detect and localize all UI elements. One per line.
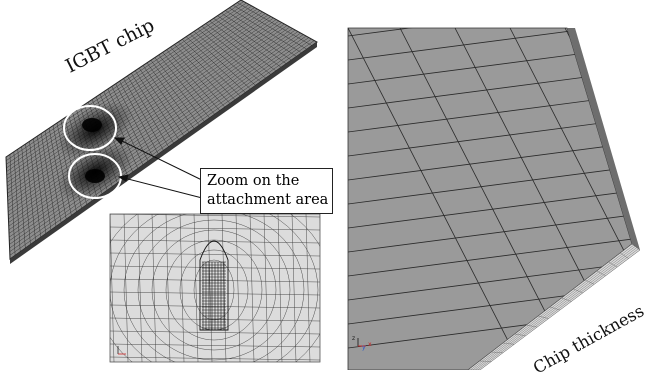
zoom-callout-box: Zoom on the attachment area [200, 168, 333, 214]
zoom-inset [96, 190, 332, 370]
triad-z-label: z [352, 335, 355, 342]
zoom-callout-line1: Zoom on the [207, 172, 326, 191]
chip-corner-zoom: z y x [348, 0, 646, 370]
attachment-area-lower-core [85, 169, 105, 183]
zoom-callout-line2: attachment area [207, 191, 326, 210]
zoom-mesh-line [320, 214, 324, 362]
triad-x-label: x [368, 341, 372, 348]
arrow-to-lower-circle [124, 178, 210, 200]
triad-y-label: y [362, 344, 366, 351]
attachment-area-upper-core [82, 118, 102, 132]
